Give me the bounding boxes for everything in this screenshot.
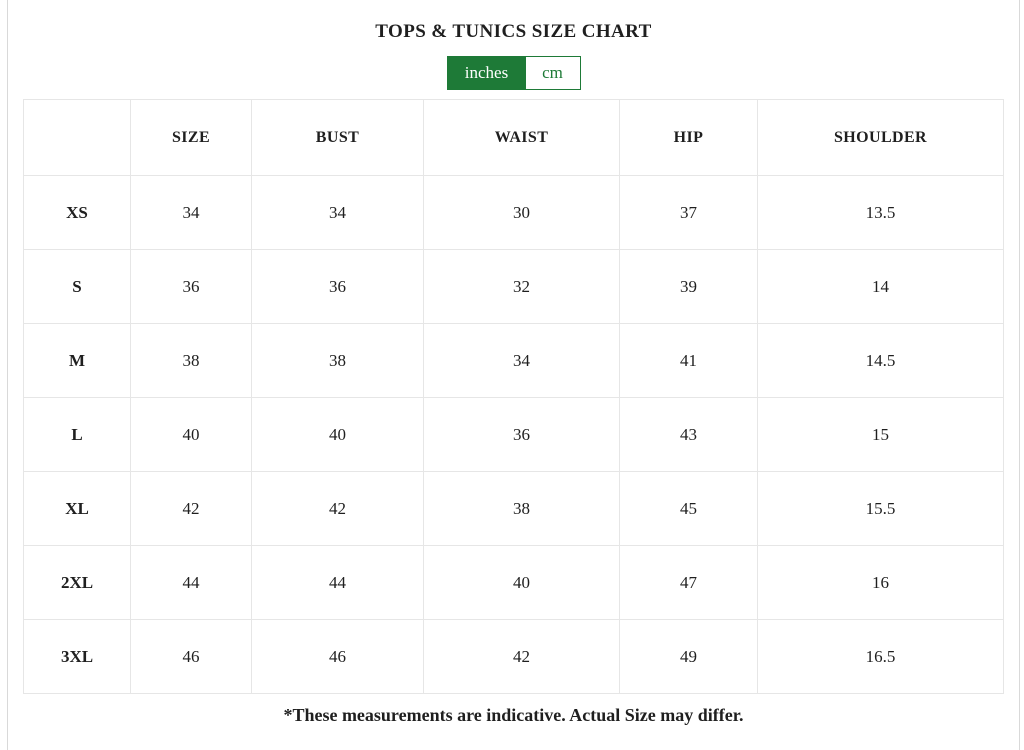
value-cell: 42 [423,619,620,694]
value-cell: 14 [757,249,1004,324]
value-cell: 36 [251,249,424,324]
value-cell: 40 [251,397,424,472]
size-table: SIZE BUST WAIST HIP SHOULDER XS 34 34 30… [23,99,1004,694]
value-cell: 49 [619,619,758,694]
row-label: 2XL [23,545,131,620]
col-header-bust: BUST [251,99,424,176]
value-cell: 40 [423,545,620,620]
value-cell: 44 [251,545,424,620]
value-cell: 38 [423,471,620,546]
value-cell: 16 [757,545,1004,620]
unit-toggle-wrap: inches cm [8,56,1019,90]
unit-toggle: inches cm [446,56,581,90]
value-cell: 15.5 [757,471,1004,546]
row-label: XS [23,175,131,250]
size-table-header: SIZE BUST WAIST HIP SHOULDER [23,99,1004,176]
value-cell: 36 [423,397,620,472]
value-cell: 37 [619,175,758,250]
value-cell: 41 [619,323,758,398]
table-row-xl: XL 42 42 38 45 15.5 [23,471,1004,546]
value-cell: 38 [130,323,252,398]
value-cell: 38 [251,323,424,398]
size-chart-page: TOPS & TUNICS SIZE CHART inches cm SIZE … [7,0,1020,750]
table-row-2xl: 2XL 44 44 40 47 16 [23,545,1004,620]
row-label: XL [23,471,131,546]
value-cell: 46 [251,619,424,694]
col-header-waist: WAIST [423,99,620,176]
value-cell: 46 [130,619,252,694]
header-row: SIZE BUST WAIST HIP SHOULDER [23,99,1004,176]
size-table-body: XS 34 34 30 37 13.5 S 36 36 32 39 14 M 3… [23,175,1004,694]
value-cell: 30 [423,175,620,250]
row-label: 3XL [23,619,131,694]
table-row-m: M 38 38 34 41 14.5 [23,323,1004,398]
value-cell: 14.5 [757,323,1004,398]
table-row-s: S 36 36 32 39 14 [23,249,1004,324]
value-cell: 16.5 [757,619,1004,694]
row-label: S [23,249,131,324]
row-label: L [23,397,131,472]
row-label: M [23,323,131,398]
table-row-l: L 40 40 36 43 15 [23,397,1004,472]
value-cell: 39 [619,249,758,324]
value-cell: 13.5 [757,175,1004,250]
value-cell: 36 [130,249,252,324]
value-cell: 44 [130,545,252,620]
value-cell: 34 [251,175,424,250]
toggle-option-cm[interactable]: cm [525,57,580,89]
value-cell: 42 [130,471,252,546]
value-cell: 15 [757,397,1004,472]
col-header-shoulder: SHOULDER [757,99,1004,176]
measurements-footnote: *These measurements are indicative. Actu… [283,705,744,725]
value-cell: 34 [423,323,620,398]
value-cell: 45 [619,471,758,546]
col-header-blank [23,99,131,176]
value-cell: 40 [130,397,252,472]
value-cell: 34 [130,175,252,250]
table-row-xs: XS 34 34 30 37 13.5 [23,175,1004,250]
toggle-option-inches[interactable]: inches [447,57,526,89]
col-header-size: SIZE [130,99,252,176]
table-row-3xl: 3XL 46 46 42 49 16.5 [23,619,1004,694]
value-cell: 47 [619,545,758,620]
value-cell: 32 [423,249,620,324]
page-title: TOPS & TUNICS SIZE CHART [375,21,652,42]
col-header-hip: HIP [619,99,758,176]
value-cell: 42 [251,471,424,546]
value-cell: 43 [619,397,758,472]
